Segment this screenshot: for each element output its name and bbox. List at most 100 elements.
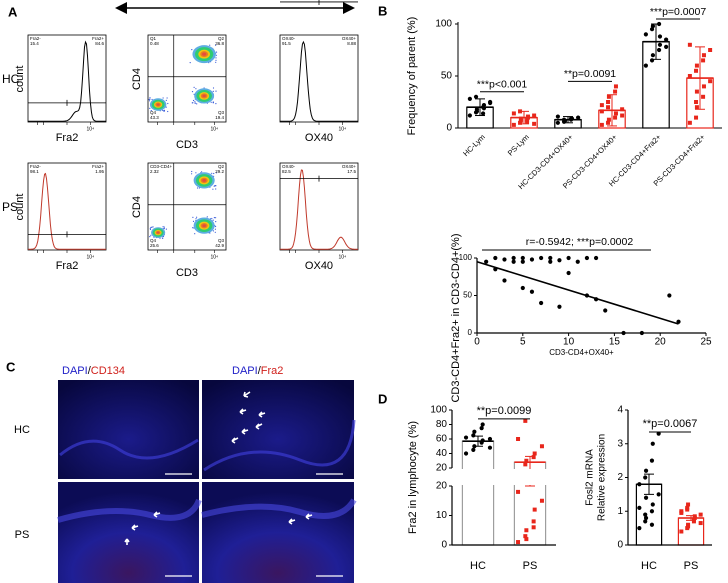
arrows	[124, 391, 313, 545]
data-point	[664, 44, 669, 49]
data-point	[480, 111, 486, 116]
gate-value: 98.1	[30, 169, 39, 174]
gate-label: OX40+	[342, 36, 357, 41]
event-dot	[149, 107, 151, 109]
event-dot	[149, 236, 151, 238]
data-point	[701, 58, 706, 63]
data-point	[686, 502, 691, 507]
data-point	[606, 94, 611, 99]
label-part: /	[258, 365, 262, 377]
histogram-curve	[28, 172, 106, 250]
event-dot	[148, 100, 151, 102]
event-dot	[192, 216, 194, 218]
event-dot	[161, 237, 164, 239]
data-point	[539, 498, 544, 503]
data-point	[463, 451, 469, 456]
tick-label: 10⁴	[339, 126, 347, 132]
tick-label: 10⁴	[339, 254, 347, 260]
axis-label: OX40	[305, 260, 333, 272]
axis-label: OX40	[305, 132, 333, 144]
gate-label: Q3	[218, 238, 225, 243]
data-point	[649, 522, 655, 527]
event-dot	[151, 98, 153, 101]
data-point	[687, 42, 692, 47]
event-dot	[149, 228, 152, 230]
data-point	[599, 109, 604, 114]
gate-label: Q2	[218, 36, 225, 41]
data-point	[698, 512, 703, 517]
data-point	[474, 109, 480, 114]
event-dot	[212, 188, 214, 190]
event-dot	[193, 86, 195, 88]
data-point	[472, 429, 477, 434]
data-point	[620, 107, 625, 112]
gate-value: 82.5	[282, 169, 291, 174]
data-point	[520, 259, 525, 264]
label-part: /	[88, 365, 92, 377]
y-tick-label: 3	[617, 438, 623, 449]
data-point	[620, 113, 625, 118]
data-point	[473, 94, 479, 99]
tick-label: 10⁴	[87, 254, 95, 260]
label-part: DAPI	[62, 365, 88, 377]
gate-value: 17.5	[347, 169, 356, 174]
data-point	[471, 433, 476, 438]
data-point	[516, 489, 521, 494]
event-dot	[213, 172, 215, 175]
data-point	[606, 100, 611, 104]
tissue	[201, 498, 357, 519]
event-dot	[215, 90, 217, 92]
tissue	[59, 438, 199, 460]
event-dot	[189, 62, 191, 64]
gate-label: OX40+	[342, 164, 357, 169]
data-point	[599, 122, 604, 127]
density-contour	[202, 52, 207, 56]
event-dot	[162, 97, 164, 99]
data-point	[471, 447, 476, 452]
event-dot	[163, 228, 165, 230]
event-dot	[215, 51, 218, 53]
micrographs	[57, 380, 357, 583]
axis-label: Fra2 in lymphocyte (%)	[407, 421, 419, 534]
data-point	[531, 525, 536, 530]
row-label: HC	[2, 72, 20, 86]
data-point	[520, 285, 525, 291]
data-point	[667, 293, 672, 298]
x-tick-label: 20	[655, 337, 667, 348]
panel-letter: A	[8, 4, 18, 19]
data-point	[576, 115, 581, 120]
data-point	[679, 510, 684, 515]
density-contour	[156, 103, 160, 106]
gate-value: 42.9	[215, 243, 224, 248]
data-point	[539, 255, 544, 261]
y-tick-label: 100	[435, 19, 452, 30]
axis-label: Frequency of parent (%)	[406, 17, 418, 136]
data-point	[557, 258, 562, 263]
data-point	[525, 119, 530, 124]
event-dot	[150, 110, 152, 112]
data-point	[708, 48, 713, 52]
gate-value: 29.2	[215, 169, 224, 174]
data-point	[463, 435, 469, 440]
histogram-curve	[280, 40, 358, 122]
gate-label: OX40-	[282, 36, 296, 41]
data-point	[694, 115, 699, 120]
event-dot	[194, 102, 196, 104]
data-point	[502, 257, 507, 262]
data-point	[467, 96, 472, 101]
event-dot	[206, 216, 208, 218]
panel-letter: B	[378, 3, 387, 18]
event-dot	[150, 226, 152, 229]
event-dot	[192, 102, 194, 104]
annotation: **p=0.0067	[643, 418, 698, 430]
event-dot	[201, 171, 203, 173]
x-tick-label: PS	[523, 560, 538, 572]
y-tick-label: 50	[463, 291, 472, 300]
tick-label: 10⁴	[210, 254, 218, 260]
y-tick-label: 20	[436, 481, 448, 492]
data-point	[606, 120, 611, 125]
data-point	[694, 63, 699, 68]
event-dot	[149, 98, 151, 100]
data-point	[518, 118, 523, 123]
event-dot	[167, 102, 169, 105]
